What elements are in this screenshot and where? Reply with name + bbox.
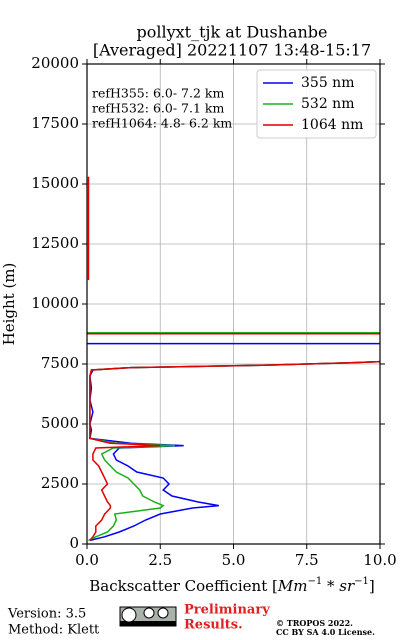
x-axis-label-part: −1	[354, 576, 369, 587]
annotation: refH1064: 4.8- 6.2 km	[92, 116, 232, 131]
y-tick-label: 20000	[31, 54, 79, 72]
chart-title: pollyxt_tjk at Dushanbe	[136, 23, 327, 42]
status: Preliminary	[184, 603, 270, 618]
chart-subtitle: [Averaged] 20221107 13:48-15:17	[93, 41, 371, 60]
legend-box	[256, 69, 377, 139]
x-tick-label: 7.5	[295, 551, 319, 569]
profile-line	[87, 176, 380, 541]
x-axis-label-part: Backscatter Coefficient [	[89, 577, 278, 595]
y-tick-label: 17500	[31, 114, 79, 132]
status: Results.	[184, 618, 243, 633]
y-tick-label: 10000	[31, 294, 79, 312]
y-tick-label: 2500	[41, 474, 79, 492]
x-axis-label-part: Mm	[277, 577, 308, 595]
profile-line	[88, 360, 380, 542]
profile-line	[89, 360, 380, 542]
cc-logo	[119, 606, 177, 627]
legend-label: 355 nm	[301, 75, 354, 91]
x-tick-label: 2.5	[148, 551, 172, 569]
x-tick-label: 0.0	[75, 551, 99, 569]
x-axis-label: Backscatter Coefficient [Mm−1 * sr−1]	[89, 576, 374, 596]
y-tick-label: 5000	[41, 414, 79, 432]
y-tick-label: 12500	[31, 234, 79, 252]
plot-frame	[86, 63, 381, 545]
copyright: CC BY SA 4.0 License.	[276, 627, 375, 637]
y-tick-label: 0	[69, 534, 79, 552]
annotation: refH532: 6.0- 7.1 km	[92, 101, 224, 116]
x-axis-label-part: sr	[339, 577, 355, 595]
x-axis-label-part: −1	[307, 576, 322, 587]
version: Version: 3.5	[7, 607, 86, 622]
legend-label: 532 nm	[301, 96, 354, 112]
x-tick-label: 5.0	[222, 551, 246, 569]
annotation: refH355: 6.0- 7.2 km	[92, 86, 224, 101]
y-tick-label: 7500	[41, 354, 79, 372]
method: Method: Klett	[8, 623, 100, 638]
copyright: © TROPOS 2022.	[276, 618, 353, 628]
y-axis-label: Height (m)	[0, 263, 18, 346]
legend-label: 1064 nm	[301, 117, 363, 133]
x-axis-label-part: ]	[369, 577, 375, 595]
y-tick-label: 15000	[31, 174, 79, 192]
x-tick-label: 10.0	[363, 551, 396, 569]
plot-lines	[87, 176, 380, 542]
x-axis-label-part: *	[322, 577, 339, 595]
